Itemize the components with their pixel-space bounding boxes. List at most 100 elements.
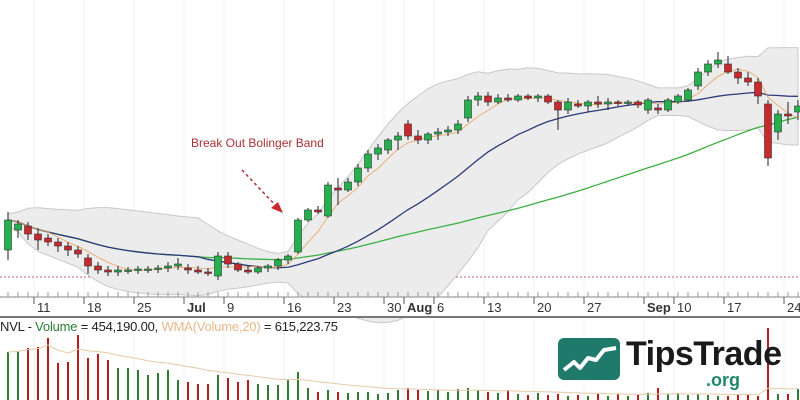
axis-background	[0, 297, 800, 317]
candle-body	[494, 97, 502, 103]
candle-body	[644, 99, 652, 111]
candle-body	[594, 101, 602, 105]
candle-body	[654, 107, 662, 111]
tick-label: 24	[787, 300, 800, 315]
candle-body	[684, 89, 692, 101]
tick-label: 13	[487, 300, 501, 315]
candle-body	[324, 184, 332, 217]
candle-body	[294, 219, 302, 253]
candle-body	[484, 95, 492, 103]
candles	[4, 52, 800, 280]
candle-body	[784, 113, 792, 117]
candle-body	[124, 269, 132, 272]
candle-body	[384, 139, 392, 151]
logo-name: TipsTrade	[626, 335, 782, 373]
candle-body	[414, 135, 422, 141]
candle-body	[84, 257, 92, 267]
candle-body	[204, 271, 212, 274]
candle-body	[404, 123, 412, 137]
candle-body	[184, 267, 192, 271]
candle-body	[114, 269, 122, 273]
tick-label: Sep	[647, 300, 671, 315]
candle-body	[374, 147, 382, 155]
candle-body	[764, 103, 772, 159]
candle-body	[574, 103, 582, 107]
candle-body	[514, 95, 522, 101]
tick-label: 9	[227, 300, 234, 315]
volume-bars	[7, 328, 799, 400]
candle-body	[714, 59, 722, 65]
candle-body	[544, 95, 552, 103]
candle-body	[34, 233, 42, 241]
candle-body	[674, 95, 682, 103]
candle-body	[724, 63, 732, 73]
candle-body	[334, 187, 342, 191]
separator: -	[24, 319, 36, 334]
wma-value: = 615,223.75	[260, 319, 338, 334]
band-area	[7, 47, 799, 324]
tick-label: 23	[337, 300, 351, 315]
logo-suffix: .org	[706, 370, 740, 390]
candle-body	[534, 95, 542, 99]
candle-body	[104, 269, 112, 273]
tipstrade-logo: TipsTrade .org	[558, 337, 782, 390]
candle-body	[394, 135, 402, 141]
logo-chart-icon	[558, 338, 620, 380]
tick-label: 11	[37, 300, 51, 315]
volume-value: = 454,190.00,	[77, 319, 162, 334]
candle-body	[224, 255, 232, 265]
candle-body	[44, 237, 52, 243]
candle-body	[704, 63, 712, 73]
tick-label: 17	[727, 300, 741, 315]
candle-body	[24, 225, 32, 235]
candle-body	[174, 263, 182, 267]
candle-body	[624, 101, 632, 104]
candle-body	[754, 81, 762, 97]
candle-body	[14, 223, 22, 231]
tick-label: 10	[677, 300, 691, 315]
candle-body	[74, 249, 82, 255]
candle-body	[264, 265, 272, 269]
candle-body	[744, 77, 752, 83]
candle-body	[794, 105, 800, 113]
volume-legend: NVL - Volume = 454,190.00, WMA(Volume,20…	[0, 319, 338, 334]
tick-label: 6	[437, 300, 444, 315]
candle-body	[604, 101, 612, 105]
candle-body	[504, 97, 512, 101]
candle-body	[234, 263, 242, 271]
candle-body	[554, 101, 562, 111]
candle-body	[194, 269, 202, 273]
candle-body	[274, 259, 282, 267]
candle-body	[584, 101, 592, 107]
candle-body	[284, 255, 292, 261]
candle-body	[634, 101, 642, 106]
candle-body	[734, 71, 742, 79]
candle-body	[474, 95, 482, 101]
candle-body	[144, 268, 152, 271]
date-axis: 11 18 25 Jul 9 16 23 30 Aug 6 13 20 27 Sep 10 17 24	[0, 292, 800, 318]
candle-body	[54, 241, 62, 247]
annotation-text: Break Out Bolinger Band	[191, 136, 324, 150]
tick-label: 30	[387, 300, 401, 315]
candle-body	[464, 99, 472, 119]
bollinger-bands	[7, 47, 799, 324]
tick-label: Jul	[187, 300, 206, 315]
candle-body	[94, 265, 102, 271]
tick-label: Aug	[407, 300, 432, 315]
volume-label: Volume	[35, 319, 78, 334]
tick-label: 25	[137, 300, 151, 315]
candle-body	[364, 153, 372, 169]
tick-label: 16	[287, 300, 301, 315]
candle-body	[434, 131, 442, 135]
candle-body	[444, 129, 452, 133]
candle-body	[664, 99, 672, 111]
candle-body	[774, 113, 782, 133]
candle-body	[454, 123, 462, 131]
candle-body	[134, 268, 142, 271]
candle-body	[354, 167, 362, 183]
candle-body	[304, 209, 312, 221]
candle-body	[564, 101, 572, 111]
candle-body	[254, 267, 262, 273]
tick-label: 27	[587, 300, 601, 315]
